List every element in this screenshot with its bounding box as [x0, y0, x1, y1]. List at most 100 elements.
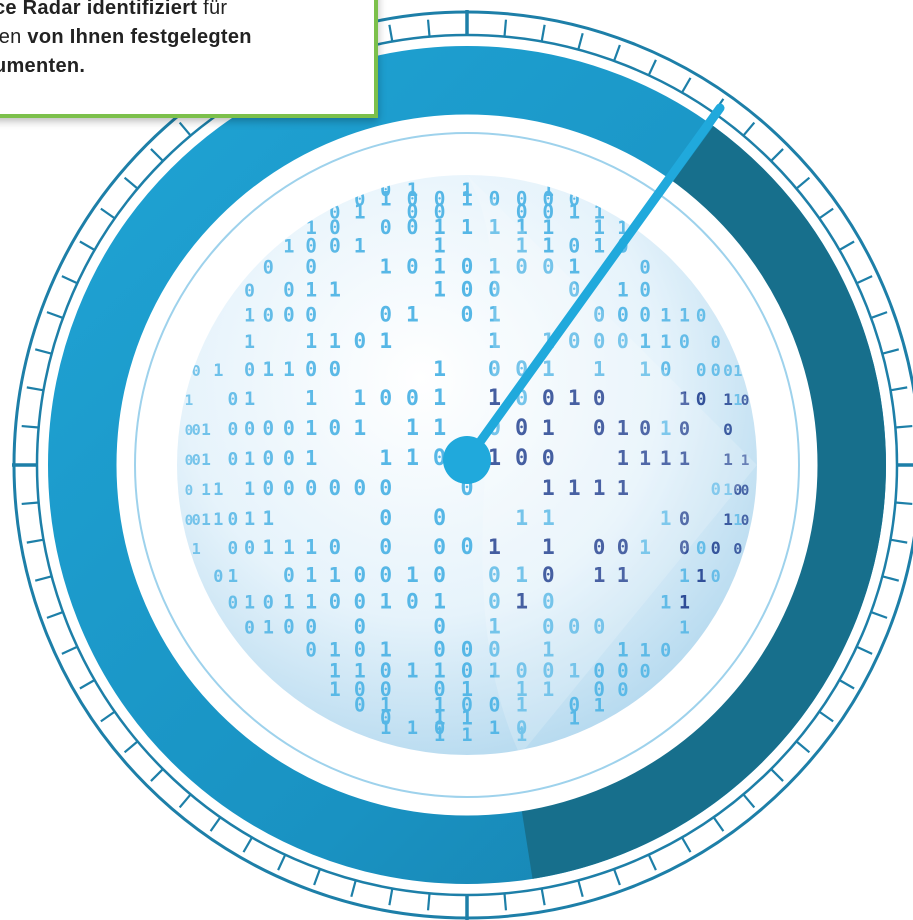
binary-digit: 0: [593, 678, 605, 701]
binary-digit: 0: [593, 535, 605, 559]
binary-digit: 0: [593, 416, 606, 440]
binary-digit: 0: [380, 658, 392, 682]
dial-tick: [26, 538, 44, 544]
binary-digit: 1: [283, 591, 295, 614]
binary-digit: 0: [433, 446, 446, 471]
binary-digit: 0: [406, 215, 418, 239]
binary-digit: 1: [433, 276, 446, 301]
binary-digit: 1: [329, 563, 341, 587]
binary-digit: 0: [569, 190, 580, 211]
dial-tick: [46, 311, 64, 319]
dial-tick: [313, 868, 321, 886]
binary-digit: 1: [329, 639, 341, 662]
dial-tick: [770, 148, 784, 162]
binary-digit: 0: [227, 389, 238, 410]
binary-digit: 0: [305, 639, 317, 662]
dial-tick: [882, 348, 900, 355]
binary-digit: 0: [354, 638, 366, 662]
binary-digit: 0: [283, 564, 295, 587]
binary-digit: 0: [542, 254, 554, 278]
binary-digit: 0: [461, 254, 474, 278]
binary-digit: 0: [639, 303, 651, 326]
binary-digit: 1: [433, 590, 446, 615]
binary-digit: 0: [305, 255, 317, 278]
dial-tick: [150, 768, 164, 782]
dial-tick: [503, 19, 508, 37]
binary-digit: 1: [679, 618, 690, 639]
binary-digit: 1: [244, 389, 255, 410]
binary-digit: 0: [488, 590, 501, 615]
binary-digit: 0: [406, 254, 418, 278]
binary-digit: 1: [733, 362, 742, 380]
binary-digit: 1: [283, 237, 294, 258]
binary-digit: 0: [617, 329, 629, 353]
binary-digit: 1: [542, 678, 554, 701]
binary-digit: 1: [201, 450, 211, 469]
binary-digit: 0: [516, 200, 528, 223]
dial-tick: [242, 836, 253, 853]
binary-digit: 1: [568, 200, 580, 223]
binary-digit: 1: [434, 706, 446, 729]
binary-digit: 0: [244, 538, 255, 559]
binary-digit: 0: [568, 329, 581, 353]
binary-digit: 0: [516, 188, 528, 211]
dial-tick: [123, 176, 139, 190]
binary-digit: 0: [192, 421, 201, 439]
binary-digit: 1: [434, 694, 446, 717]
binary-digit: 0: [354, 694, 366, 717]
dial-tick: [795, 176, 811, 190]
binary-digit: 1: [244, 593, 255, 614]
binary-digit: 0: [263, 305, 274, 326]
dial-tick: [350, 880, 357, 898]
dial-tick: [79, 240, 96, 251]
binary-digit: 0: [711, 360, 721, 380]
callout-bold-3: okumenten.: [0, 55, 86, 77]
dial-tick: [79, 679, 96, 690]
dial-tick: [61, 275, 78, 285]
binary-digit: 1: [617, 416, 629, 440]
dial-tick: [123, 740, 139, 754]
callout-line-1: ance Radar identifiziert für: [0, 0, 342, 23]
binary-digit: 0: [244, 419, 255, 440]
binary-digit: 0: [696, 539, 707, 559]
binary-digit: 1: [679, 449, 690, 470]
binary-digit: 0: [741, 513, 750, 529]
binary-digit: 0: [406, 590, 419, 615]
binary-digit: 1: [406, 302, 419, 327]
binary-digit: 0: [617, 303, 629, 326]
binary-digit: 1: [542, 234, 554, 258]
dial-tick: [21, 501, 39, 506]
binary-digit: 0: [329, 416, 342, 440]
binary-digit: 1: [213, 360, 223, 380]
binary-digit: 1: [568, 476, 581, 501]
binary-digit: 1: [723, 480, 733, 499]
binary-digit: 1: [488, 658, 500, 682]
binary-digit: 1: [433, 658, 445, 682]
dark-ring-segment: [521, 126, 886, 879]
binary-digit: 1: [192, 540, 201, 558]
binary-digit: 0: [283, 278, 295, 301]
binary-digit: 1: [263, 507, 275, 530]
binary-digit: 0: [542, 446, 555, 471]
binary-digit: 0: [542, 590, 555, 614]
binary-digit: 0: [380, 180, 391, 201]
binary-digit: 1: [263, 536, 275, 559]
binary-digit: 1: [516, 215, 528, 239]
binary-digit: 0: [263, 447, 275, 470]
callout-line-2: n den von Ihnen festgelegten: [0, 23, 342, 52]
binary-digit: 1: [244, 332, 255, 353]
binary-digit: 1: [723, 510, 733, 529]
binary-digit: 1: [542, 638, 554, 662]
dial-tick: [770, 768, 784, 782]
binary-digit: 0: [433, 638, 446, 662]
binary-digit: 0: [244, 280, 255, 301]
binary-digit: 1: [433, 386, 446, 411]
dial-tick: [388, 888, 394, 906]
binary-digit: 0: [433, 677, 445, 701]
binary-digit: 0: [263, 257, 274, 278]
binary-digit: 1: [353, 385, 366, 410]
binary-digit: 1: [488, 302, 501, 327]
binary-digit: 1: [593, 216, 605, 239]
callout-plain-2: n den: [0, 26, 22, 48]
binary-digit: 0: [679, 332, 690, 353]
